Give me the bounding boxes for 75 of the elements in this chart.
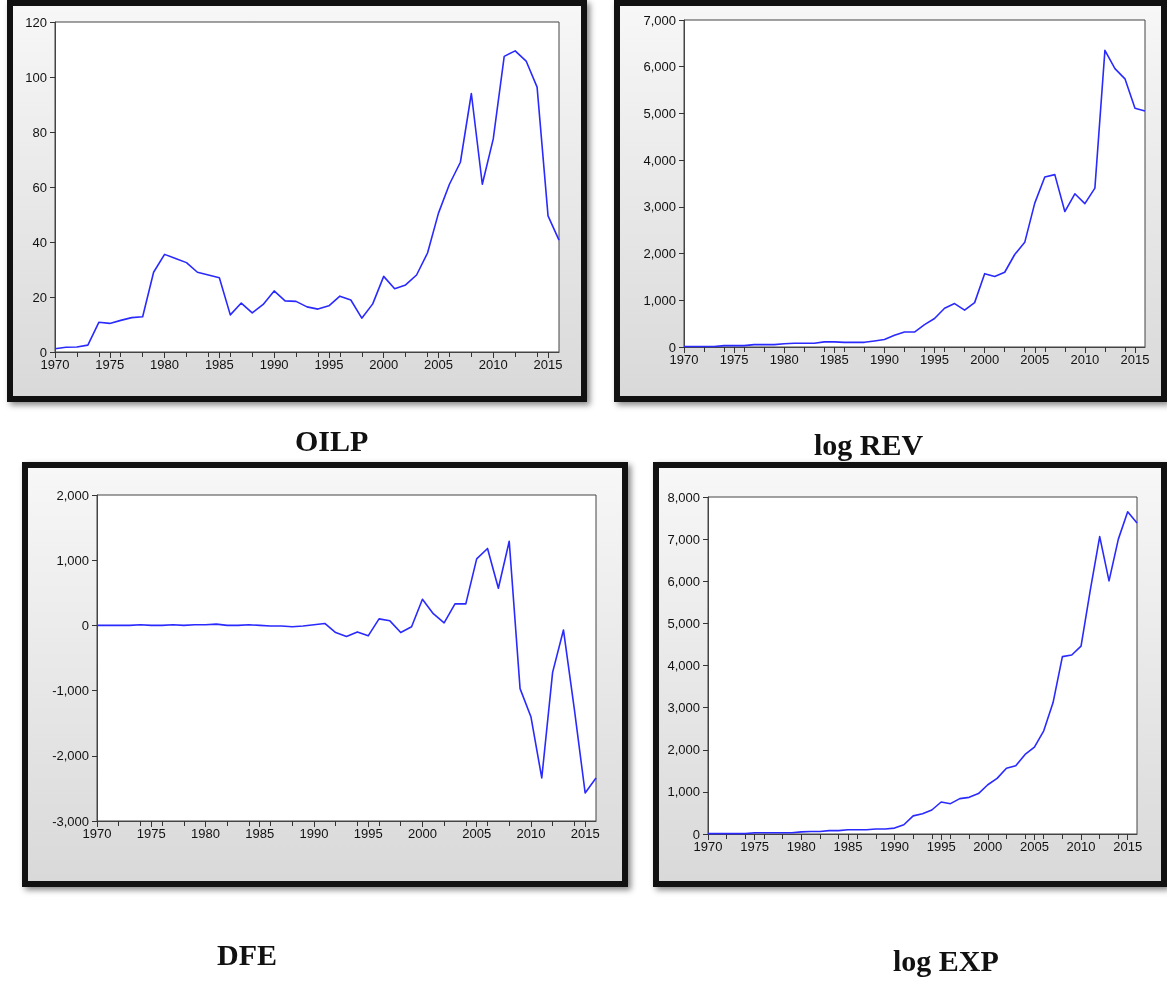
x-tick-label: 1980 bbox=[150, 357, 180, 372]
x-tick-label: 2000 bbox=[407, 826, 437, 841]
y-tick-label: 1,000 bbox=[56, 552, 89, 568]
x-tick-label: 1995 bbox=[314, 357, 344, 372]
text: log REV bbox=[814, 427, 924, 461]
x-tick-label: 1995 bbox=[926, 839, 956, 854]
x-tick-label: 1985 bbox=[245, 826, 275, 841]
x-tick-label: 1985 bbox=[819, 352, 849, 367]
y-tick-label: 5,000 bbox=[643, 105, 676, 121]
y-tick-label: 3,000 bbox=[643, 199, 676, 215]
x-tick-label: 2015 bbox=[1113, 839, 1143, 854]
y-tick-label: 2,000 bbox=[667, 742, 700, 758]
x-tick-label: 2015 bbox=[570, 826, 600, 841]
x-tick-label: 2015 bbox=[1120, 352, 1150, 367]
y-tick-label: 4,000 bbox=[667, 658, 700, 673]
x-tick-label: 1975 bbox=[740, 839, 770, 854]
line-series bbox=[96, 540, 597, 794]
y-tick-label: 100 bbox=[25, 69, 47, 85]
y-tick-label: -3,000 bbox=[52, 813, 89, 829]
y-tick-label: 1,000 bbox=[667, 784, 700, 800]
x-tick-label: 1980 bbox=[769, 352, 799, 367]
text: log EXP bbox=[893, 943, 999, 977]
y-tick-label: 0 bbox=[81, 617, 89, 633]
x-tick-label: 1975 bbox=[719, 352, 749, 367]
x-tick-label: 2005 bbox=[1019, 839, 1049, 854]
x-tick-label: 1970 bbox=[693, 839, 723, 854]
x-tick-label: 2010 bbox=[1066, 839, 1096, 854]
text: DFE bbox=[217, 937, 277, 971]
x-tick-label: 2010 bbox=[1070, 352, 1100, 367]
x-tick-label: 2005 bbox=[424, 357, 453, 372]
y-tick-label: 6,000 bbox=[667, 573, 700, 589]
x-tick-label: 1985 bbox=[204, 357, 234, 372]
x-tick-label: 2000 bbox=[369, 357, 399, 372]
y-tick-label: 80 bbox=[32, 124, 47, 140]
y-tick-label: -1,000 bbox=[52, 683, 89, 699]
y-tick-label: 40 bbox=[32, 234, 47, 250]
x-tick-label: 2000 bbox=[973, 839, 1003, 854]
x-tick-label: 1980 bbox=[786, 839, 816, 854]
y-tick-label: 1,000 bbox=[643, 292, 676, 308]
x-tick-label: 1970 bbox=[82, 826, 112, 841]
x-tick-label: 1995 bbox=[920, 352, 949, 367]
y-tick-label: 0 bbox=[692, 826, 700, 842]
y-tick-label: 2,000 bbox=[643, 246, 676, 262]
y-tick-label: 0 bbox=[668, 339, 676, 355]
y-tick-label: 120 bbox=[25, 14, 47, 30]
y-tick-label: 6,000 bbox=[643, 59, 676, 75]
x-tick-label: 1985 bbox=[833, 839, 863, 854]
y-tick-label: 3,000 bbox=[667, 700, 700, 716]
x-tick-label: 1975 bbox=[136, 826, 166, 841]
x-tick-label: 1970 bbox=[669, 352, 699, 367]
x-tick-label: 1970 bbox=[40, 357, 70, 372]
x-tick-label: 1980 bbox=[191, 826, 220, 841]
y-tick-label: 7,000 bbox=[643, 12, 676, 28]
y-tick-label: 0 bbox=[39, 344, 47, 360]
y-tick-label: 4,000 bbox=[643, 152, 676, 168]
x-tick-label: 2005 bbox=[462, 826, 492, 841]
x-tick-label: 2010 bbox=[478, 357, 508, 372]
y-tick-label: 2,000 bbox=[56, 487, 89, 503]
x-tick-label: 1990 bbox=[869, 352, 899, 367]
x-tick-label: 1990 bbox=[299, 826, 329, 841]
text: OILP bbox=[295, 423, 369, 457]
y-tick-label: 7,000 bbox=[667, 531, 700, 547]
x-tick-label: 2015 bbox=[533, 357, 563, 372]
x-tick-label: 1975 bbox=[95, 357, 125, 372]
x-tick-label: 1990 bbox=[259, 357, 289, 372]
y-tick-label: -2,000 bbox=[52, 748, 89, 764]
x-tick-label: 2000 bbox=[970, 352, 1000, 367]
x-tick-label: 1995 bbox=[353, 826, 383, 841]
y-tick-label: 20 bbox=[32, 289, 47, 305]
x-tick-label: 1990 bbox=[880, 839, 909, 854]
y-tick-label: 5,000 bbox=[667, 615, 700, 631]
x-tick-label: 2010 bbox=[516, 826, 546, 841]
y-tick-label: 8,000 bbox=[667, 489, 700, 505]
x-tick-label: 2005 bbox=[1020, 352, 1050, 367]
y-tick-label: 60 bbox=[32, 179, 47, 195]
